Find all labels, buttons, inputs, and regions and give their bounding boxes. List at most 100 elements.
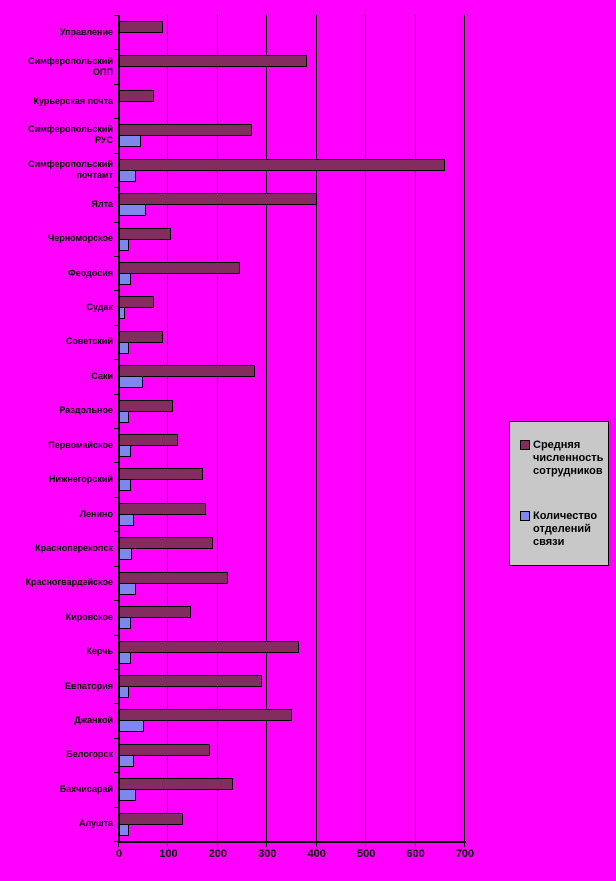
legend-item-branches: Количество отделений связи [520,510,607,549]
y-axis-tick-10 [114,359,119,361]
y-axis-tick-16 [114,565,119,567]
bar-branches [119,135,142,148]
category-label: Бахчисарай [59,783,113,794]
bar-branches [119,720,144,733]
category-label: Феодосия [68,267,113,278]
bar-branches [119,410,129,423]
category-label: Нижнегорский [48,474,113,485]
bar-employees [119,743,211,756]
legend-swatch-branches [520,511,530,521]
bar-employees [119,674,263,687]
x-axis-tick-0 [118,842,119,847]
bar-employees [119,502,206,515]
bar-employees [119,193,317,206]
y-axis-tick-22 [114,772,119,774]
bar-employees [119,365,255,378]
y-axis-tick-5 [114,187,119,189]
gridline-700 [464,15,465,841]
gridline-500 [365,15,367,841]
bar-branches [119,307,125,320]
category-label: Первомайское [48,439,113,450]
x-axis-label-700: 700 [455,848,475,860]
y-axis-tick-14 [114,496,119,498]
y-axis-tick-18 [114,634,119,636]
bar-employees [119,158,446,171]
y-axis-tick-2 [114,83,119,85]
bar-employees [119,124,253,137]
category-label: Симферопольский РУС [28,124,113,146]
y-axis-tick-12 [114,428,119,429]
x-axis-label-100: 100 [159,848,178,860]
legend: Средняя численность сотрудников Количест… [509,421,609,566]
category-label: Ленино [79,508,113,519]
bar-employees [119,55,307,68]
gridline-100 [167,15,169,841]
bar-branches [119,169,137,182]
category-label: Саки [91,370,113,381]
x-axis-tick-600 [414,842,416,847]
bar-employees [119,434,179,446]
legend-item-employees: Средняя численность сотрудников [520,439,607,478]
bar-branches [119,341,129,354]
x-axis-tick-300 [266,842,268,847]
bar-branches [119,617,132,630]
bar-employees [119,606,191,619]
gridline-200 [216,15,218,841]
gridline-400 [315,15,317,841]
y-axis-tick-11 [114,393,119,395]
bar-branches [119,238,129,251]
category-label: Черноморское [47,233,113,244]
x-axis-tick-500 [365,842,367,847]
bar-branches [119,479,132,492]
gridline-300 [266,15,268,841]
x-axis-label-0: 0 [115,848,123,860]
x-axis-tick-100 [167,842,169,847]
x-axis-label-200: 200 [208,848,228,860]
bar-employees [119,89,154,102]
category-label: Кировское [65,611,113,622]
category-label: Симферопольский ОПП [28,55,113,77]
category-label: Ялта [91,198,113,209]
x-axis-label-600: 600 [406,848,425,860]
y-axis-tick-6 [114,221,119,223]
y-axis-tick-4 [114,152,119,154]
y-axis-tick-19 [114,668,119,670]
y-axis-line [118,15,120,842]
category-label: Управление [59,26,113,37]
bar-branches [119,445,132,457]
bar-employees [119,778,233,791]
bar-employees [119,571,228,584]
bar-branches [119,651,132,664]
bar-employees [119,330,164,343]
category-label: Джанкой [74,715,113,726]
y-axis-tick-0 [114,15,119,16]
bar-branches [119,582,137,595]
category-label: Симферопольский почтамт [28,158,113,180]
x-axis-tick-400 [315,842,317,847]
category-label: Красноперекопск [35,542,113,553]
bar-branches [119,685,129,698]
bar-employees [119,468,204,481]
bar-branches [119,376,143,389]
bar-branches [119,789,137,802]
bar-employees [119,640,300,653]
bar-employees [119,399,174,412]
x-axis-line [118,841,466,843]
bar-branches [119,272,132,285]
bar-branches [119,754,134,767]
category-label: Советский [65,336,113,347]
x-axis-tick-200 [216,842,218,847]
bar-branches [119,204,147,217]
category-label: Раздольное [59,405,113,416]
bar-branches [119,548,133,561]
gridline-600 [414,15,416,841]
category-label: Красногвардейское [25,577,113,588]
bar-employees [119,21,164,33]
y-axis-tick-23 [114,806,119,808]
bar-employees [119,296,154,309]
legend-label-branches: Количество отделений связи [533,510,598,548]
x-axis-label-300: 300 [258,848,277,860]
y-axis-tick-21 [114,737,119,739]
legend-swatch-employees [520,440,530,450]
